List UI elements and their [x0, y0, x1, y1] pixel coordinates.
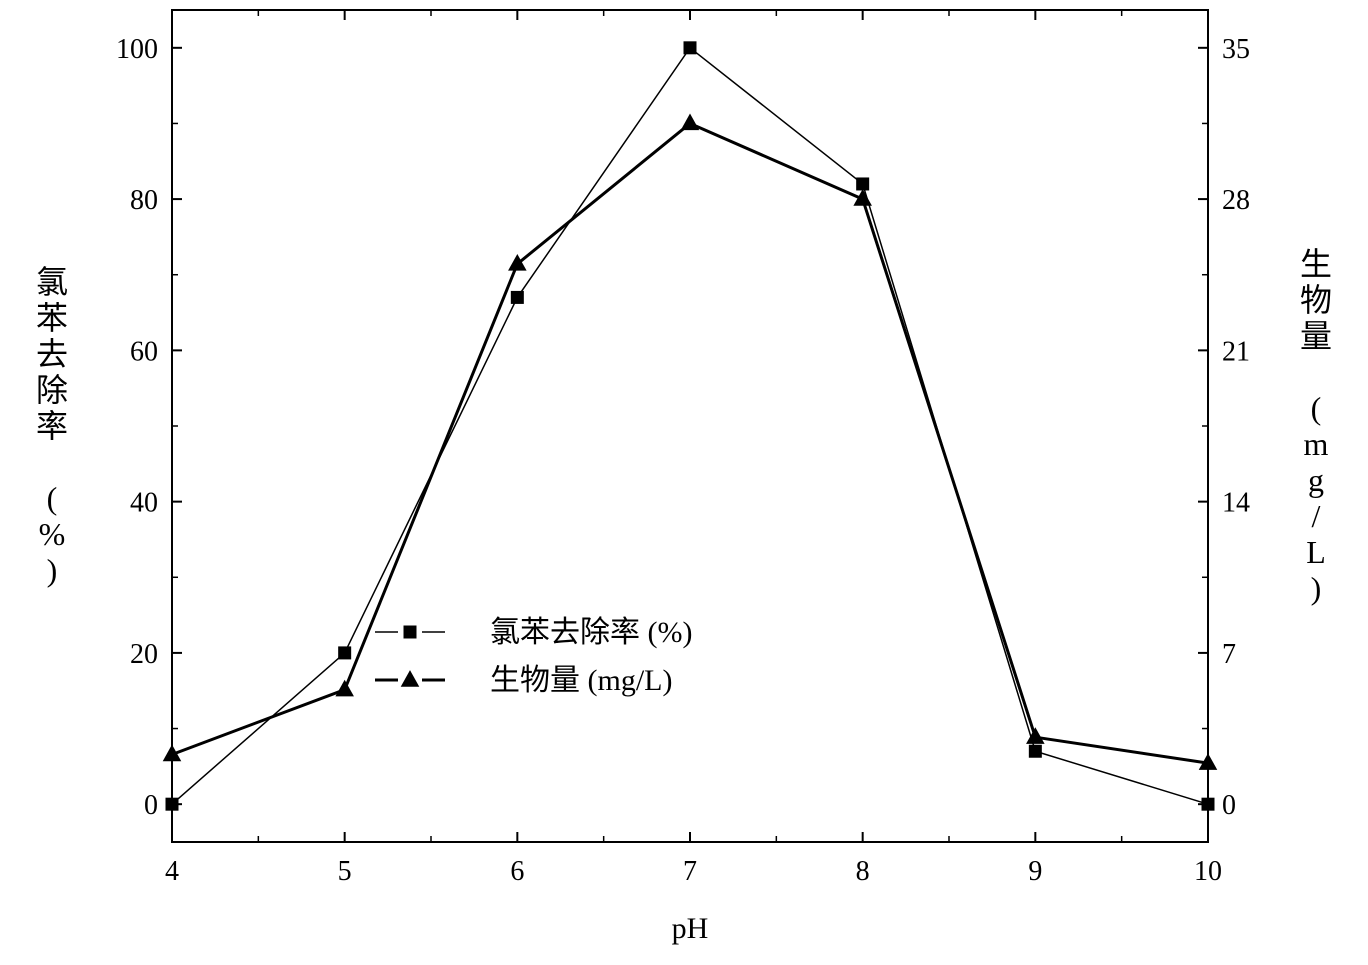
y1-tick-label: 0 [144, 790, 158, 821]
marker-triangle [335, 680, 354, 697]
marker-square [338, 646, 351, 659]
marker-square [166, 798, 179, 811]
y1-tick-label: 40 [130, 488, 158, 519]
y1-axis-label-char: ( [47, 480, 58, 516]
y1-axis-label-char: 苯 [36, 300, 68, 336]
marker-square [511, 291, 524, 304]
y2-axis-label-char: g [1308, 462, 1324, 498]
y1-tick-label: 80 [130, 185, 158, 216]
legend-row-removal: 氯苯去除率 (%) [375, 616, 692, 649]
x-tick-label: 10 [1194, 856, 1222, 887]
y1-axis-label-char: 去 [36, 336, 68, 372]
y2-axis-label-char: 物 [1300, 282, 1332, 318]
y1-axis-label-char: 氯 [36, 264, 68, 300]
x-tick-label: 8 [856, 856, 870, 887]
y1-axis-label-char: % [39, 516, 66, 552]
y2-axis-label-char: 生 [1300, 246, 1332, 282]
x-tick-label: 9 [1028, 856, 1042, 887]
marker-square [1029, 745, 1042, 758]
x-axis-label: pH [672, 912, 709, 945]
marker-triangle [681, 114, 700, 131]
y1-axis-label-char: 率 [36, 408, 68, 444]
y1-axis-label-char: ) [47, 552, 58, 588]
y2-axis-label-char: ) [1311, 570, 1322, 606]
series-removal [166, 41, 1215, 810]
y2-tick-label: 21 [1222, 336, 1250, 367]
series-line [172, 48, 1208, 804]
y2-tick-label: 7 [1222, 639, 1236, 670]
marker-triangle [401, 670, 420, 687]
y2-tick-label: 14 [1222, 488, 1250, 519]
series-biomass [163, 114, 1218, 770]
y2-axis-label-char: L [1306, 534, 1326, 570]
y2-tick-label: 0 [1222, 790, 1236, 821]
y2-axis-label-char: 量 [1300, 318, 1332, 354]
marker-square [856, 177, 869, 190]
legend-label: 氯苯去除率 (%) [490, 616, 692, 649]
plot-frame [172, 10, 1208, 842]
y2-tick-label: 35 [1222, 34, 1250, 65]
y2-axis-label-char: ( [1311, 390, 1322, 426]
legend-label: 生物量 (mg/L) [490, 664, 672, 697]
x-tick-label: 5 [338, 856, 352, 887]
marker-triangle [508, 254, 527, 271]
y2-axis-label-char: m [1304, 426, 1329, 462]
y1-tick-label: 100 [116, 34, 158, 65]
x-tick-label: 7 [683, 856, 697, 887]
y1-tick-label: 60 [130, 336, 158, 367]
x-tick-label: 4 [165, 856, 179, 887]
marker-square [1202, 798, 1215, 811]
legend-row-biomass: 生物量 (mg/L) [375, 664, 672, 697]
x-tick-label: 6 [510, 856, 524, 887]
marker-square [684, 41, 697, 54]
y2-axis-label-char: / [1312, 498, 1321, 534]
y1-axis-label-char: 除 [36, 372, 68, 408]
chart-svg: 456789100204060801000714212835pH氯苯去除率 (%… [0, 0, 1368, 965]
chart-container: 456789100204060801000714212835pH氯苯去除率 (%… [0, 0, 1368, 965]
y2-tick-label: 28 [1222, 185, 1250, 216]
marker-square [404, 626, 417, 639]
y1-tick-label: 20 [130, 639, 158, 670]
